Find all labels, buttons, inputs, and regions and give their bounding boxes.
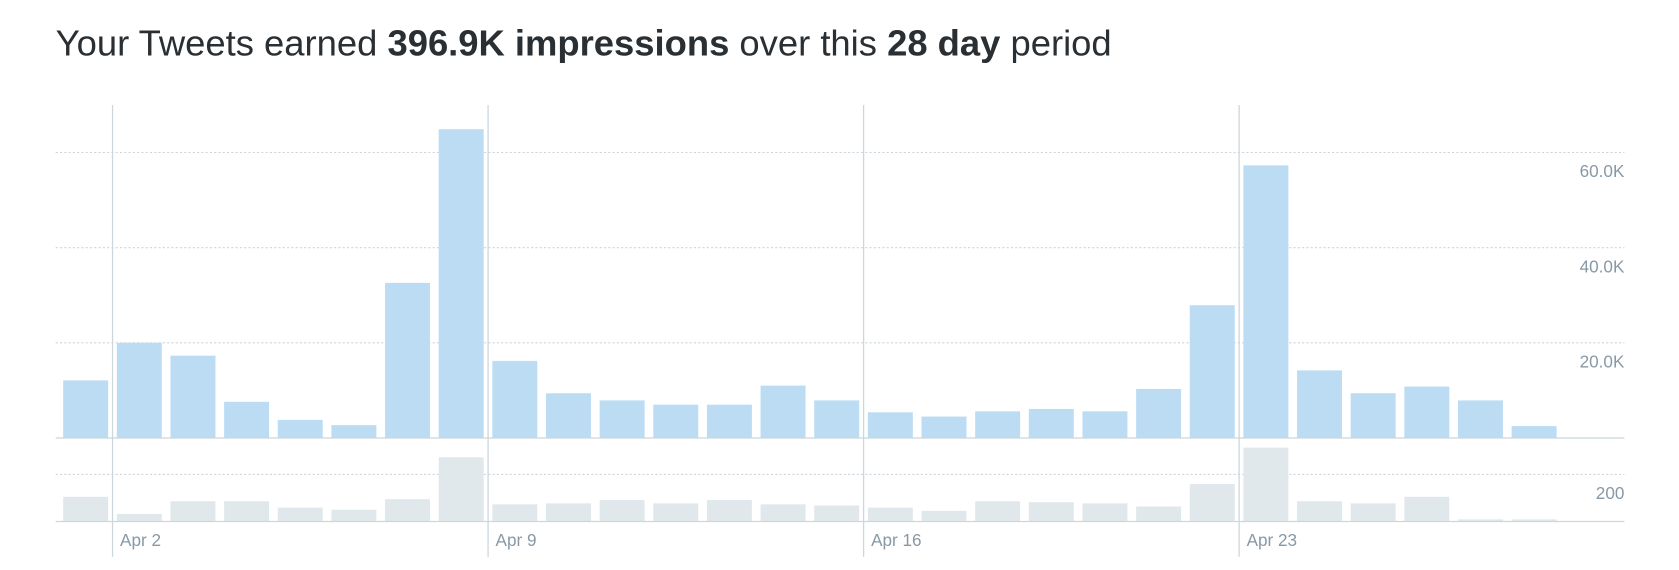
bar — [599, 400, 645, 438]
bar — [760, 504, 806, 522]
bar — [116, 342, 162, 438]
x-tick-label: Apr 16 — [871, 530, 921, 550]
y-tick-label: 60.0K — [1580, 161, 1625, 181]
bar — [814, 400, 860, 438]
bar — [1404, 496, 1450, 522]
bar — [706, 404, 752, 438]
bar — [438, 457, 484, 522]
bar — [1297, 370, 1343, 438]
bar — [1082, 503, 1128, 522]
y-tick-label: 200 — [1596, 483, 1625, 503]
bar — [1457, 519, 1503, 522]
bar — [1028, 408, 1074, 438]
title-part: 28 day — [887, 23, 1001, 64]
bar — [1189, 484, 1235, 522]
bar — [1511, 426, 1557, 438]
bar — [921, 416, 967, 438]
title-part: Your Tweets earned — [56, 23, 388, 64]
bar — [1511, 519, 1557, 522]
x-tick-label: Apr 23 — [1247, 530, 1297, 550]
bar — [277, 419, 323, 438]
title-part: 396.9K impressions — [387, 23, 729, 64]
bar — [1189, 305, 1235, 438]
bar — [975, 501, 1021, 522]
bar — [814, 505, 860, 522]
bar — [224, 501, 270, 522]
bar — [170, 501, 216, 522]
y-tick-label: 20.0K — [1580, 351, 1625, 371]
bar — [1136, 506, 1182, 522]
bar — [331, 425, 377, 438]
bar — [1297, 501, 1343, 522]
bar — [1404, 386, 1450, 438]
bar — [331, 509, 377, 522]
bar — [599, 500, 645, 522]
y-tick-label: 40.0K — [1580, 256, 1625, 276]
bar — [1350, 393, 1396, 438]
bar — [1457, 400, 1503, 438]
bar — [385, 282, 431, 438]
bar — [706, 500, 752, 522]
bar — [116, 513, 162, 522]
bar — [224, 401, 270, 438]
bar — [63, 496, 109, 522]
x-tick-label: Apr 9 — [496, 530, 537, 550]
bar — [760, 385, 806, 438]
title-part: period — [1000, 23, 1111, 64]
bar — [1243, 165, 1289, 438]
bar — [653, 503, 699, 522]
bar — [385, 499, 431, 522]
bar — [975, 411, 1021, 438]
bar — [492, 360, 538, 438]
chart-title: Your Tweets earned 396.9K impressions ov… — [56, 23, 1112, 64]
bar — [653, 404, 699, 438]
bar — [1243, 447, 1289, 522]
bar — [492, 504, 538, 522]
bar — [1136, 388, 1182, 438]
title-part: over this — [729, 23, 887, 64]
bar — [63, 380, 109, 438]
bar — [1350, 503, 1396, 522]
bar — [921, 510, 967, 522]
bar — [867, 412, 913, 438]
x-tick-label: Apr 2 — [120, 530, 161, 550]
bar — [1028, 502, 1074, 522]
bar — [545, 393, 591, 438]
bar — [1082, 411, 1128, 438]
bar — [277, 507, 323, 522]
bar — [545, 503, 591, 522]
bar — [867, 507, 913, 522]
bar — [438, 129, 484, 438]
bar — [170, 355, 216, 438]
